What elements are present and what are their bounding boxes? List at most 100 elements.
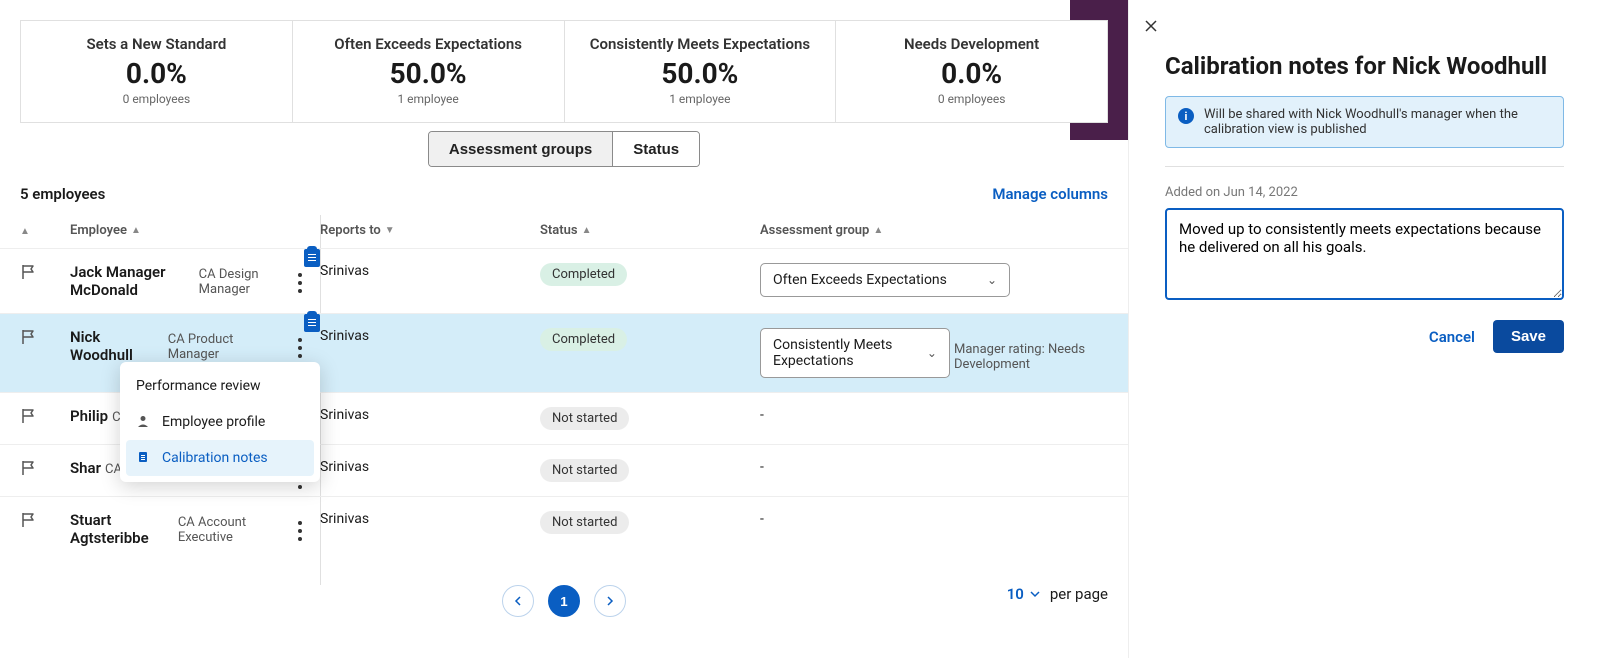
col-label: Status: [540, 223, 578, 238]
panel-actions: Cancel Save: [1165, 320, 1564, 353]
status-cell: Completed: [540, 263, 760, 286]
clipboard-icon: [136, 450, 152, 466]
status-cell: Not started: [540, 459, 760, 482]
status-badge: Not started: [540, 407, 629, 430]
manage-columns-link[interactable]: Manage columns: [992, 185, 1108, 203]
summary-cards: Sets a New Standard 0.0% 0 employees Oft…: [0, 20, 1128, 123]
summary-count: 1 employee: [303, 92, 554, 106]
menu-item-performance-review[interactable]: Performance review: [120, 368, 320, 404]
assessment-group-select[interactable]: Consistently Meets Expectations⌄: [760, 328, 950, 378]
sort-icon[interactable]: ▲: [20, 226, 30, 237]
row-actions-menu-button[interactable]: [290, 517, 310, 545]
manager-rating-note: Manager rating: Needs Development: [954, 342, 1108, 372]
cancel-button[interactable]: Cancel: [1429, 328, 1475, 346]
summary-count: 0 employees: [846, 92, 1097, 106]
view-toggle: Assessment groups Status: [0, 131, 1128, 167]
employee-name: Philip: [70, 407, 108, 425]
status-badge: Not started: [540, 511, 629, 534]
reports-to-cell: Srinivas: [320, 263, 540, 279]
summary-title: Sets a New Standard: [31, 35, 282, 53]
chevron-down-icon: ⌄: [927, 346, 937, 360]
employee-name: Nick Woodhull: [70, 328, 164, 364]
col-flag-spacer: ▲: [20, 223, 70, 238]
table-row[interactable]: Nick WoodhullCA Product ManagerSrinivasC…: [0, 313, 1128, 392]
table-row[interactable]: Stuart AgtsteribbeCA Account ExecutiveSr…: [0, 496, 1128, 561]
summary-title: Needs Development: [846, 35, 1097, 53]
flag-cell[interactable]: [20, 511, 70, 533]
sort-asc-icon: ▲: [131, 225, 141, 236]
flag-cell[interactable]: [20, 459, 70, 481]
clipboard-badge-icon: [304, 249, 320, 267]
info-banner: i Will be shared with Nick Woodhull's ma…: [1165, 96, 1564, 148]
summary-pct: 0.0%: [846, 57, 1097, 90]
tab-status[interactable]: Status: [613, 132, 699, 166]
assessment-group-cell: -: [760, 407, 1108, 423]
summary-count: 1 employee: [575, 92, 826, 106]
calibration-notes-panel: Calibration notes for Nick Woodhull i Wi…: [1128, 0, 1600, 658]
page-number-button[interactable]: 1: [548, 585, 580, 617]
sort-icon: ▲: [582, 225, 592, 236]
summary-card: Sets a New Standard 0.0% 0 employees: [20, 20, 293, 123]
assessment-group-empty: -: [760, 511, 764, 527]
per-page-control: 10 per page: [1007, 585, 1108, 603]
summary-pct: 0.0%: [31, 57, 282, 90]
pagination: 1 10 per page: [0, 579, 1128, 623]
per-page-value: 10: [1007, 585, 1024, 603]
assessment-group-empty: -: [760, 407, 764, 423]
employee-role: CA Product Manager: [168, 332, 284, 362]
summary-card: Consistently Meets Expectations 50.0% 1 …: [564, 20, 837, 123]
tab-assessment-groups[interactable]: Assessment groups: [429, 132, 613, 166]
per-page-label: per page: [1050, 585, 1108, 603]
reports-to-cell: Srinivas: [320, 328, 540, 344]
row-context-menu: Performance reviewEmployee profileCalibr…: [120, 362, 320, 482]
menu-item-employee-profile[interactable]: Employee profile: [120, 404, 320, 440]
col-header-reports-to[interactable]: Reports to ▼: [320, 223, 540, 238]
col-header-status[interactable]: Status ▲: [540, 223, 760, 238]
flag-cell[interactable]: [20, 263, 70, 285]
col-header-employee[interactable]: Employee ▲: [70, 223, 320, 238]
prev-page-button[interactable]: [502, 585, 534, 617]
chevron-down-icon: [1030, 589, 1040, 599]
status-cell: Not started: [540, 511, 760, 534]
assessment-group-cell: Consistently Meets Expectations⌄Manager …: [760, 328, 1108, 378]
table-row[interactable]: Jack Manager McDonaldCA Design Manager Sr…: [0, 248, 1128, 313]
summary-title: Consistently Meets Expectations: [575, 35, 826, 53]
summary-pct: 50.0%: [575, 57, 826, 90]
summary-card: Needs Development 0.0% 0 employees: [835, 20, 1108, 123]
per-page-select[interactable]: 10: [1007, 585, 1040, 603]
chevron-down-icon: ⌄: [987, 273, 997, 287]
flag-cell[interactable]: [20, 328, 70, 350]
row-actions-menu-button[interactable]: [290, 269, 310, 297]
employee-name: Shar: [70, 459, 101, 477]
reports-to-cell: Srinivas: [320, 407, 540, 423]
employee-name: Jack Manager McDonald: [70, 263, 195, 299]
summary-title: Often Exceeds Expectations: [303, 35, 554, 53]
divider: [1165, 166, 1564, 167]
person-icon: [136, 414, 152, 430]
assessment-group-cell: Often Exceeds Expectations⌄: [760, 263, 1108, 297]
employee-cell: Stuart AgtsteribbeCA Account Executive: [70, 511, 320, 547]
assessment-group-cell: -: [760, 511, 1108, 527]
menu-item-calibration-notes[interactable]: Calibration notes: [126, 440, 314, 476]
status-cell: Not started: [540, 407, 760, 430]
employee-count-label: 5 employees: [20, 185, 105, 203]
employee-role: CA Design Manager: [199, 267, 284, 297]
table-subhead: 5 employees Manage columns: [0, 167, 1128, 213]
employee-cell: Nick WoodhullCA Product Manager: [70, 328, 320, 364]
status-badge: Completed: [540, 328, 627, 351]
calibration-note-textarea[interactable]: [1165, 208, 1564, 300]
assessment-group-select[interactable]: Often Exceeds Expectations⌄: [760, 263, 1010, 297]
clipboard-badge-icon: [304, 314, 320, 332]
next-page-button[interactable]: [594, 585, 626, 617]
info-icon: i: [1178, 108, 1194, 124]
save-button[interactable]: Save: [1493, 320, 1564, 353]
close-panel-button[interactable]: [1139, 14, 1163, 38]
summary-pct: 50.0%: [303, 57, 554, 90]
summary-count: 0 employees: [31, 92, 282, 106]
col-header-assessment-group[interactable]: Assessment group ▲: [760, 223, 1108, 238]
main-content: Sets a New Standard 0.0% 0 employees Oft…: [0, 0, 1128, 658]
note-added-date: Added on Jun 14, 2022: [1165, 185, 1564, 200]
flag-cell[interactable]: [20, 407, 70, 429]
row-actions-menu-button[interactable]: [290, 334, 310, 362]
col-label: Assessment group: [760, 223, 869, 238]
